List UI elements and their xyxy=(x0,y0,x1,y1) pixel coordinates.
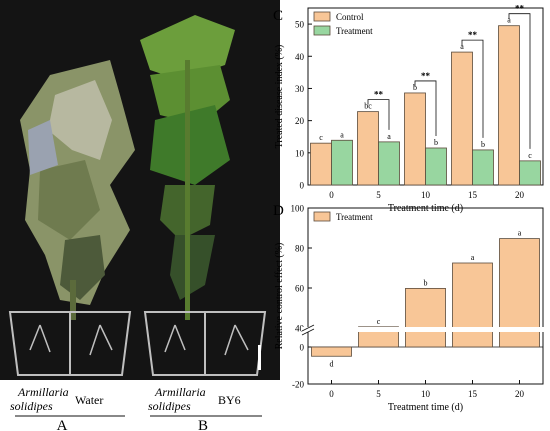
x-tick-label: 0 xyxy=(329,190,334,200)
letter-control: bc xyxy=(364,102,372,111)
significance-letter: b xyxy=(424,278,428,287)
letter-treatment: b xyxy=(481,140,485,149)
bar-treatment xyxy=(405,287,446,348)
bar-control xyxy=(404,92,426,186)
caption-a-species-line1: Armillaria xyxy=(17,385,69,399)
significance-letter: a xyxy=(518,229,522,238)
letter-control: b xyxy=(413,83,417,92)
y-tick-label: 40 xyxy=(295,52,305,62)
wilted-plant xyxy=(20,60,135,320)
significance-bracket xyxy=(367,99,390,130)
bar-control xyxy=(357,111,379,186)
significance-letter: c xyxy=(377,317,381,326)
legend-swatch-treatment xyxy=(313,25,331,36)
significance-bracket xyxy=(508,13,531,149)
legend-label-control: Control xyxy=(336,12,364,22)
bar-treatment xyxy=(425,147,447,186)
bar-treatment xyxy=(519,160,541,186)
significance-label: ** xyxy=(468,30,478,40)
legend-swatch-treatment xyxy=(313,211,331,222)
y-tick-label: 30 xyxy=(295,84,305,94)
legend-label-treatment: Treatment xyxy=(336,212,373,222)
x-tick-label: 5 xyxy=(376,389,381,399)
caption-b-treatment: BY6 xyxy=(218,393,241,407)
legend-swatch-control xyxy=(313,11,331,22)
x-axis-label: Treatment time (d) xyxy=(388,402,463,413)
bar-control xyxy=(498,25,520,186)
x-tick-label: 10 xyxy=(421,389,431,399)
pot-right xyxy=(143,311,267,376)
y-tick-label: 60 xyxy=(295,284,305,294)
panel-letter-a: A xyxy=(57,418,68,431)
y-axis-label: Relative control effect (%) xyxy=(274,243,285,350)
bar-treatment xyxy=(452,262,493,348)
y-tick-label: 10 xyxy=(295,148,305,158)
panel-letter-c: C xyxy=(273,8,283,24)
caption-a-species-line2: solidipes xyxy=(10,399,53,413)
letter-treatment: b xyxy=(434,138,438,147)
bar-treatment xyxy=(331,139,353,186)
x-tick-label: 5 xyxy=(376,190,381,200)
healthy-plant xyxy=(140,15,235,320)
y-axis-label: Treated disease index (%) xyxy=(274,45,285,149)
significance-bracket xyxy=(414,80,437,136)
significance-letter: d xyxy=(330,359,334,368)
significance-label: ** xyxy=(421,71,431,81)
x-tick-label: 10 xyxy=(421,190,431,200)
significance-label: ** xyxy=(374,90,384,100)
significance-label: ** xyxy=(515,4,525,14)
bar-treatment xyxy=(378,141,400,186)
letter-control: a xyxy=(460,42,464,51)
letter-treatment: a xyxy=(340,130,344,139)
y-tick-label: 0 xyxy=(300,181,305,191)
pot-left xyxy=(8,311,132,376)
bar-treatment xyxy=(472,149,494,186)
y-tick-label: -20 xyxy=(292,380,304,390)
axis-break-mark xyxy=(301,328,315,336)
x-tick-label: 0 xyxy=(329,389,334,399)
photo-panel xyxy=(0,0,280,380)
scale-bar xyxy=(258,345,261,370)
letter-treatment: c xyxy=(528,151,532,160)
x-tick-label: 15 xyxy=(468,190,478,200)
panel-letter-d: D xyxy=(273,203,284,219)
y-tick-label: 100 xyxy=(291,204,305,214)
axis-break-gap xyxy=(302,327,545,332)
significance-bracket xyxy=(461,39,484,138)
x-tick-label: 20 xyxy=(515,190,525,200)
y-tick-label: 0 xyxy=(300,343,305,353)
letter-control: c xyxy=(319,133,323,142)
y-tick-label: 80 xyxy=(295,244,305,254)
letter-control: a xyxy=(507,16,511,25)
legend-label-treatment: Treatment xyxy=(336,26,373,36)
axis-break-mark xyxy=(301,324,315,332)
caption-b-species-line2: solidipes xyxy=(148,399,191,413)
bar-control xyxy=(451,51,473,186)
x-tick-label: 15 xyxy=(468,389,478,399)
panel-letter-b: B xyxy=(198,418,208,431)
photo-captions: Armillaria solidipes Water A Armillaria … xyxy=(10,385,262,431)
significance-letter: a xyxy=(471,253,475,262)
bar-treatment xyxy=(311,346,352,357)
caption-b-species-line1: Armillaria xyxy=(154,385,206,399)
x-tick-label: 20 xyxy=(515,389,525,399)
letter-treatment: a xyxy=(387,132,391,141)
bar-control xyxy=(310,142,332,186)
y-tick-label: 20 xyxy=(295,116,305,126)
y-tick-label: 40 xyxy=(295,324,305,334)
caption-a-treatment: Water xyxy=(75,393,103,407)
y-tick-label: 50 xyxy=(295,20,305,30)
